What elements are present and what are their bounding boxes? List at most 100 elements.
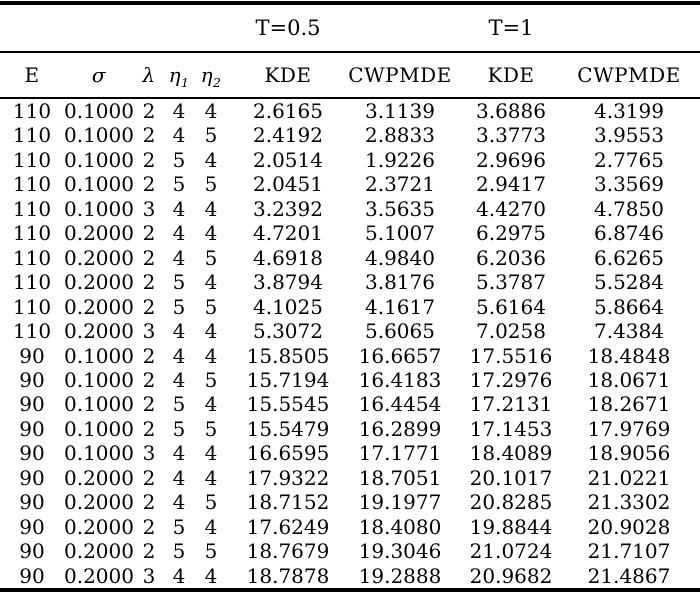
- table-row: 90 0.2000 2 4 4 17.9322 18.7051 20.1017 21.0221: [0, 466, 700, 490]
- table-cell: 3.1139: [365, 99, 435, 123]
- table-cell: 4: [172, 441, 186, 466]
- table-cell: 2.7765: [594, 147, 664, 172]
- table-row: 90 0.2000 3 4 4 18.7878 19.2888 20.9682 21.4867: [0, 564, 700, 590]
- table-cell: 2: [142, 147, 156, 172]
- table-cell: 2: [142, 465, 156, 490]
- table-cell: 3.8176: [365, 270, 435, 295]
- table-cell: 15.8505: [246, 343, 330, 368]
- table-cell: 18.0671: [587, 367, 671, 392]
- table-cell: 110: [12, 319, 52, 344]
- table-cell: 110: [12, 294, 52, 319]
- table-cell: 4: [204, 441, 218, 466]
- group-header-spacer-right: [570, 3, 700, 53]
- eta-symbol: η: [168, 63, 182, 87]
- table-cell: 0.2000: [64, 490, 134, 515]
- table-cell: 4: [204, 99, 218, 123]
- table-cell: 90: [19, 416, 45, 441]
- table-cell: 4.1025: [253, 294, 323, 319]
- table-cell: 0.2000: [64, 514, 134, 539]
- eta2-subscript: 2: [213, 75, 222, 90]
- col-header-kde-t1: KDE: [452, 52, 570, 99]
- table-cell: 2: [142, 245, 156, 270]
- table-cell: 0.1000: [64, 172, 134, 197]
- table-cell: 19.2888: [358, 563, 442, 588]
- table-row: 110 0.1000 2 5 5 2.0451 2.3721 2.9417 3.3569: [0, 172, 700, 196]
- col-header-eta1: η1: [164, 52, 194, 99]
- table-cell: 3.3569: [594, 172, 664, 197]
- table-cell: 0.1000: [64, 367, 134, 392]
- table-cell: 2: [142, 270, 156, 295]
- table-cell: 2: [142, 392, 156, 417]
- table-cell: 15.5479: [246, 416, 330, 441]
- col-header-e: E: [0, 52, 64, 99]
- table-cell: 3.2392: [253, 196, 323, 221]
- table-cell: 19.1977: [358, 490, 442, 515]
- table-cell: 5: [172, 172, 186, 197]
- table-cell: 5: [204, 367, 218, 392]
- table-cell: 3.8794: [253, 270, 323, 295]
- column-header-row: E σ λ η1 η2 KDE CWPMDE KDE CWPMDE: [0, 52, 700, 99]
- table-cell: 5.6065: [365, 319, 435, 344]
- group-header-t1: T=1: [452, 3, 570, 53]
- table-cell: 4: [204, 147, 218, 172]
- table-cell: 0.2000: [64, 245, 134, 270]
- table-cell: 17.6249: [246, 514, 330, 539]
- table-cell: 0.1000: [64, 147, 134, 172]
- table-cell: 0.2000: [64, 539, 134, 564]
- table-cell: 16.2899: [358, 416, 442, 441]
- table-cell: 16.4183: [358, 367, 442, 392]
- table-cell: 5.5284: [594, 270, 664, 295]
- table-cell: 0.2000: [64, 294, 134, 319]
- table-cell: 17.9769: [587, 416, 671, 441]
- table-cell: 2.9417: [476, 172, 546, 197]
- table-cell: 0.2000: [64, 221, 134, 246]
- table-cell: 5.6164: [476, 294, 546, 319]
- table-cell: 17.9322: [246, 465, 330, 490]
- table-cell: 4: [172, 221, 186, 246]
- table-row: 110 0.2000 2 4 4 4.7201 5.1007 6.2975 6.8746: [0, 221, 700, 245]
- table-cell: 2: [142, 294, 156, 319]
- table-cell: 21.0221: [587, 465, 671, 490]
- table-cell: 21.4867: [587, 563, 671, 588]
- table-cell: 17.2131: [469, 392, 553, 417]
- col-header-cwpmde-t1: CWPMDE: [570, 52, 700, 99]
- table-row: 90 0.2000 2 5 5 18.7679 19.3046 21.0724 21.7107: [0, 539, 700, 563]
- table-cell: 15.5545: [246, 392, 330, 417]
- table-cell: 5: [204, 416, 218, 441]
- table-cell: 2.3721: [365, 172, 435, 197]
- table-row: 90 0.1000 3 4 4 16.6595 17.1771 18.4089 18.9056: [0, 441, 700, 465]
- table-cell: 2: [142, 539, 156, 564]
- table-row: 90 0.2000 2 5 4 17.6249 18.4080 19.8844 20.9028: [0, 515, 700, 539]
- table-cell: 110: [12, 196, 52, 221]
- table-cell: 4.3199: [594, 99, 664, 123]
- table-cell: 5: [172, 539, 186, 564]
- table-cell: 6.8746: [594, 221, 664, 246]
- table-cell: 19.8844: [469, 514, 553, 539]
- table-cell: 90: [19, 367, 45, 392]
- table-cell: 2: [142, 221, 156, 246]
- table-cell: 5.8664: [594, 294, 664, 319]
- table-cell: 0.1000: [64, 123, 134, 148]
- table-cell: 0.1000: [64, 416, 134, 441]
- table-row: 110 0.2000 3 4 4 5.3072 5.6065 7.0258 7.4384: [0, 319, 700, 343]
- table-cell: 4: [172, 123, 186, 148]
- table-cell: 5: [172, 270, 186, 295]
- table-cell: 2.9696: [476, 147, 546, 172]
- table-cell: 6.2975: [476, 221, 546, 246]
- table-row: 90 0.1000 2 5 4 15.5545 16.4454 17.2131 18.2671: [0, 392, 700, 416]
- table-cell: 6.6265: [594, 245, 664, 270]
- table-cell: 17.1453: [469, 416, 553, 441]
- table-cell: 90: [19, 539, 45, 564]
- table-cell: 4: [204, 563, 218, 588]
- table-header: T=0.5 T=1 E σ λ η1 η2 KDE CWPMDE KDE CWP…: [0, 3, 700, 99]
- table-cell: 21.7107: [587, 539, 671, 564]
- table-cell: 4: [204, 465, 218, 490]
- table-cell: 2.4192: [253, 123, 323, 148]
- table-row: 90 0.1000 2 4 5 15.7194 16.4183 17.2976 18.0671: [0, 368, 700, 392]
- table-cell: 90: [19, 514, 45, 539]
- table-cell: 5: [204, 123, 218, 148]
- eta-symbol: η: [200, 63, 214, 87]
- table-row: 110 0.1000 3 4 4 3.2392 3.5635 4.4270 4.7850: [0, 197, 700, 221]
- table-cell: 4: [172, 245, 186, 270]
